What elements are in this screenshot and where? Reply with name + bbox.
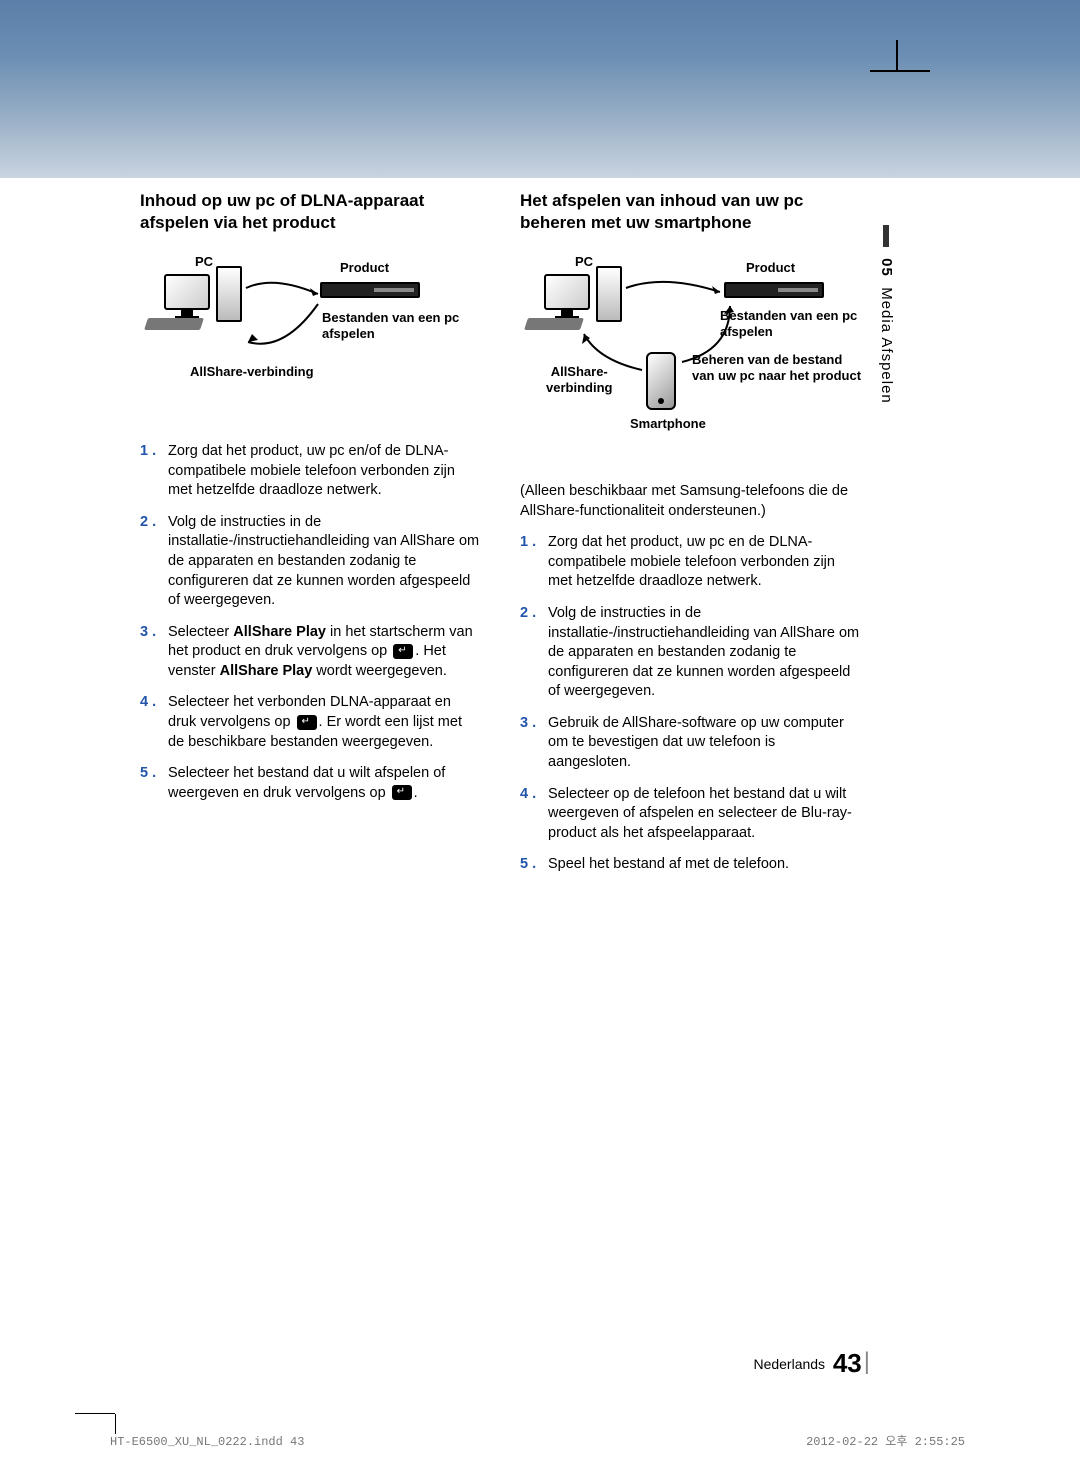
step-text-part: wordt weergegeven. [312, 663, 447, 679]
left-step-4: 4 . Selecteer het verbonden DLNA-apparaa… [140, 693, 480, 752]
pc-keyboard-icon [524, 318, 584, 330]
crop-mark-bl-v [115, 1414, 116, 1434]
step-text: Selecteer op de telefoon het bestand dat… [548, 785, 860, 844]
step-text: Selecteer AllShare Play in het startsche… [168, 623, 480, 682]
diagram-arrow2-label: AllShare- verbinding [546, 364, 612, 395]
step-number: 3 . [520, 714, 548, 773]
diagram-arrow2b: verbinding [546, 380, 612, 395]
step-number: 2 . [520, 604, 548, 702]
footer-page-number: 43 [833, 1348, 862, 1378]
pc-tower-icon [596, 266, 622, 322]
diagram-phone-label: Smartphone [630, 416, 706, 431]
right-diagram: PC Product Bestanden van een pc afspelen… [520, 254, 840, 464]
step-number: 2 . [140, 513, 168, 611]
step-number: 1 . [140, 442, 168, 501]
smartphone-icon [646, 352, 676, 410]
left-heading: Inhoud op uw pc of DLNA-apparaat afspele… [140, 190, 480, 234]
step-text: Selecteer het verbonden DLNA-apparaat en… [168, 693, 480, 752]
product-icon [320, 282, 420, 298]
step-number: 5 . [520, 855, 548, 875]
right-step-5: 5 . Speel het bestand af met de telefoon… [520, 855, 860, 875]
footer-language: Nederlands [753, 1356, 825, 1372]
step-text-part: . [414, 785, 418, 801]
right-step-4: 4 . Selecteer op de telefoon het bestand… [520, 785, 860, 844]
diagram-arrow2a: AllShare- [551, 364, 608, 379]
step-number: 1 . [520, 533, 548, 592]
arrow-bottom-icon [244, 302, 322, 362]
step-number: 4 . [140, 693, 168, 752]
print-meta-right: 2012-02-22 오후 2:55:25 [806, 1432, 965, 1449]
right-note: (Alleen beschikbaar met Samsung-telefoon… [520, 482, 860, 521]
step-text-part: Selecteer [168, 624, 233, 640]
left-step-3: 3 . Selecteer AllShare Play in het start… [140, 623, 480, 682]
left-step-2: 2 . Volg de instructies in de installati… [140, 513, 480, 611]
header-gradient-band [0, 0, 1080, 178]
pc-monitor-icon [544, 274, 590, 319]
print-meta-left: HT-E6500_XU_NL_0222.indd 43 [110, 1435, 304, 1449]
diagram-product-label: Product [746, 260, 795, 275]
right-step-1: 1 . Zorg dat het product, uw pc en de DL… [520, 533, 860, 592]
step-text: Gebruik de AllShare-software op uw compu… [548, 714, 860, 773]
step-text: Volg de instructies in de installatie-/i… [548, 604, 860, 702]
diagram-product-label: Product [340, 260, 389, 275]
product-icon [724, 282, 824, 298]
side-tab: 05 Media Afspelen [878, 225, 895, 404]
side-tab-label: Media Afspelen [878, 287, 895, 404]
step-number: 3 . [140, 623, 168, 682]
diagram-arrow2-label: AllShare-verbinding [190, 364, 314, 379]
footer-bar-icon: | [864, 1348, 870, 1375]
enter-icon [297, 715, 317, 730]
left-diagram: PC Product Bestanden van een pc afspelen… [140, 254, 460, 424]
page-content: Inhoud op uw pc of DLNA-apparaat afspele… [140, 190, 860, 887]
crop-mark-bl-h [75, 1413, 115, 1414]
step-text: Speel het bestand af met de telefoon. [548, 855, 860, 875]
diagram-arrow1-label: Bestanden van een pc afspelen [322, 310, 460, 341]
step-text: Zorg dat het product, uw pc en de DLNA-c… [548, 533, 860, 592]
diagram-arrow3-label: Beheren van de bestand van uw pc naar he… [692, 352, 862, 383]
enter-icon [392, 785, 412, 800]
pc-tower-icon [216, 266, 242, 322]
left-column: Inhoud op uw pc of DLNA-apparaat afspele… [140, 190, 480, 887]
left-step-1: 1 . Zorg dat het product, uw pc en/of de… [140, 442, 480, 501]
diagram-pc-label: PC [575, 254, 593, 269]
right-column: Het afspelen van inhoud van uw pc behere… [520, 190, 860, 887]
pc-monitor-icon [164, 274, 210, 319]
right-step-3: 3 . Gebruik de AllShare-software op uw c… [520, 714, 860, 773]
enter-icon [393, 644, 413, 659]
right-heading: Het afspelen van inhoud van uw pc behere… [520, 190, 860, 234]
pc-keyboard-icon [144, 318, 204, 330]
crop-mark-top-v [896, 40, 898, 70]
left-steps: 1 . Zorg dat het product, uw pc en/of de… [140, 442, 480, 803]
step-text: Volg de instructies in de installatie-/i… [168, 513, 480, 611]
step-number: 5 . [140, 764, 168, 803]
step-bold: AllShare Play [233, 624, 326, 640]
right-steps: 1 . Zorg dat het product, uw pc en de DL… [520, 533, 860, 874]
crop-mark-top-h [870, 70, 930, 72]
left-step-5: 5 . Selecteer het bestand dat u wilt afs… [140, 764, 480, 803]
side-tab-bar-icon [883, 225, 889, 247]
step-text: Selecteer het bestand dat u wilt afspele… [168, 764, 480, 803]
side-tab-number: 05 [878, 258, 895, 277]
step-text: Zorg dat het product, uw pc en/of de DLN… [168, 442, 480, 501]
step-number: 4 . [520, 785, 548, 844]
page-footer: Nederlands 43| [753, 1348, 870, 1379]
right-step-2: 2 . Volg de instructies in de installati… [520, 604, 860, 702]
diagram-pc-label: PC [195, 254, 213, 269]
step-bold: AllShare Play [220, 663, 313, 679]
